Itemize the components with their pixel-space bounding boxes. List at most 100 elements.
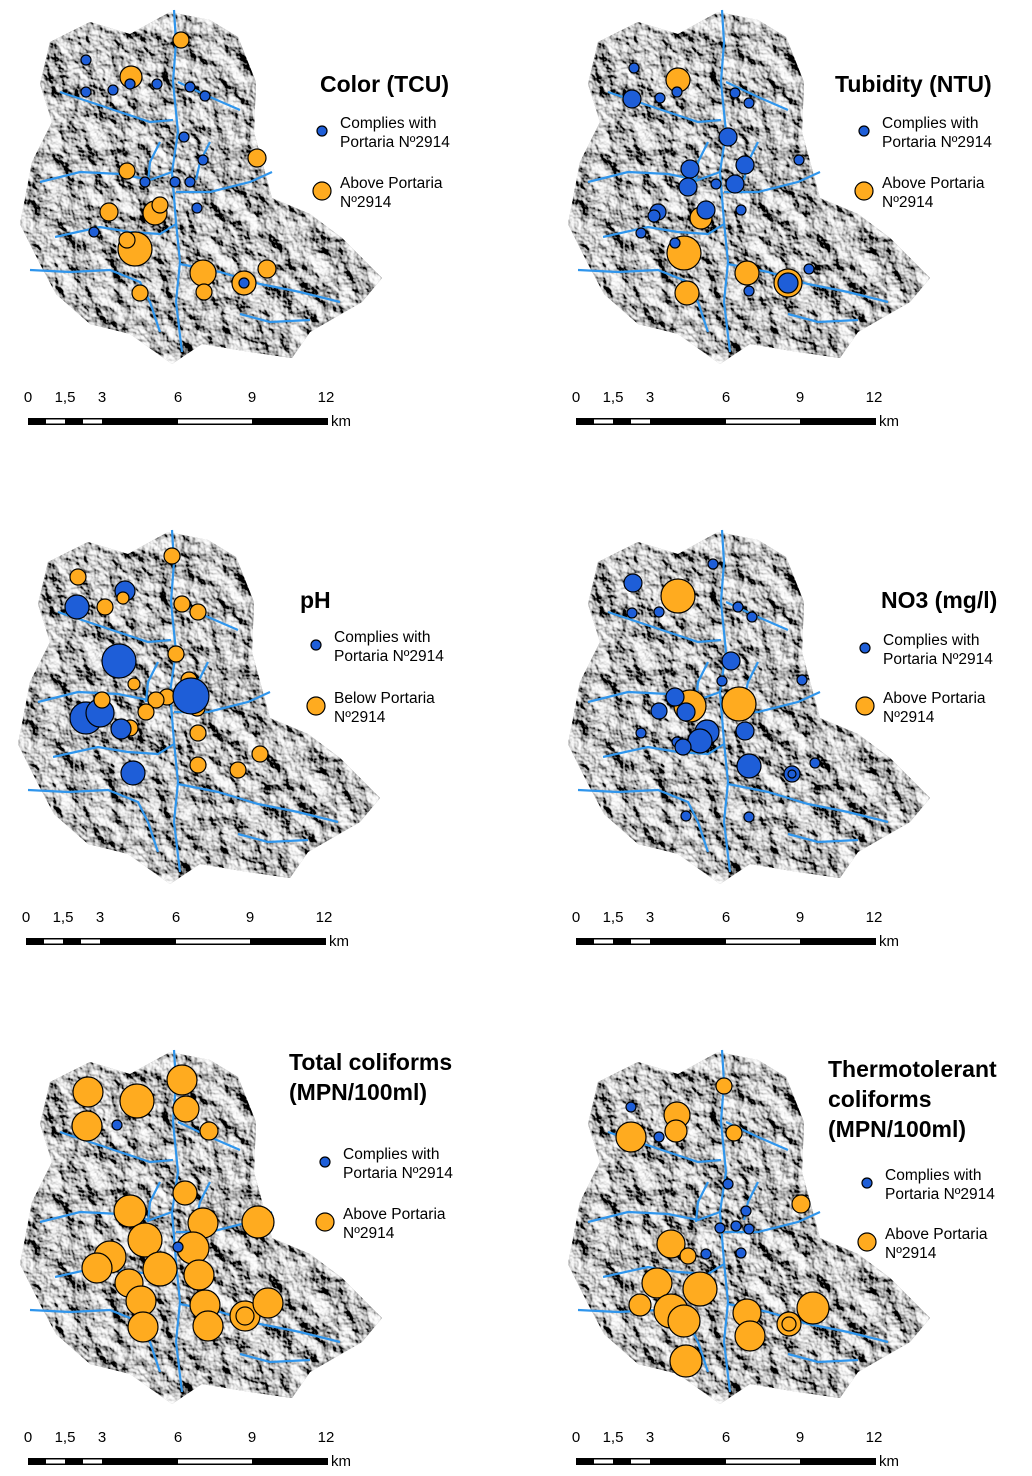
- sample-point: [138, 704, 154, 720]
- sample-point: [248, 149, 266, 167]
- sample-point: [114, 1195, 146, 1227]
- sample-point: [681, 160, 699, 178]
- sample-point: [94, 692, 110, 708]
- scale-segment: [631, 1460, 650, 1464]
- legend-symbol: [320, 1157, 330, 1167]
- sample-point: [782, 1317, 796, 1331]
- legend-symbol: [858, 1233, 876, 1251]
- scale-segment: [44, 940, 63, 944]
- scale-label: 3: [98, 1429, 106, 1446]
- sample-point: [744, 812, 754, 822]
- legend-symbol: [855, 182, 873, 200]
- basin-map: [558, 2, 938, 372]
- scale-label: 9: [248, 1429, 256, 1446]
- scale-segment: [594, 940, 613, 944]
- sample-point: [230, 762, 246, 778]
- sample-point: [196, 284, 212, 300]
- sample-point: [236, 1307, 254, 1325]
- sample-point: [810, 758, 820, 768]
- scale-segment: [726, 420, 800, 424]
- sample-point: [736, 1248, 746, 1258]
- sample-point: [65, 595, 89, 619]
- sample-point: [184, 1260, 214, 1290]
- legend-symbol: [860, 643, 870, 653]
- sample-point: [735, 1321, 765, 1351]
- legend-label: Above Portaria: [343, 1206, 446, 1223]
- scale-unit: km: [329, 933, 349, 950]
- map-title: Total coliforms: [289, 1049, 452, 1075]
- sample-point: [190, 260, 216, 286]
- sample-point: [711, 179, 721, 189]
- legend-symbol: [856, 697, 874, 715]
- scale-segment: [631, 940, 650, 944]
- legend-label: Complies with: [340, 115, 436, 132]
- sample-point: [258, 260, 276, 278]
- scale-segment: [46, 420, 65, 424]
- sample-point: [173, 32, 189, 48]
- sample-point: [117, 592, 129, 604]
- legend-symbol: [317, 126, 327, 136]
- sample-point: [665, 1120, 687, 1142]
- sample-point: [679, 178, 697, 196]
- sample-point: [143, 1252, 177, 1286]
- scale-segment: [631, 420, 650, 424]
- sample-point: [670, 1345, 702, 1377]
- sample-point: [792, 1195, 810, 1213]
- sample-point: [97, 599, 113, 615]
- map-panel: Thermotolerantcoliforms(MPN/100ml)Compli…: [558, 1042, 997, 1470]
- sample-point: [654, 1132, 664, 1142]
- sample-point: [167, 1065, 197, 1095]
- sample-point: [185, 82, 195, 92]
- scale-label: 9: [796, 1429, 804, 1446]
- scale-label: 0: [22, 909, 30, 926]
- sample-point: [121, 761, 145, 785]
- scale-segment: [176, 940, 250, 944]
- scale-label: 12: [316, 909, 333, 926]
- sample-point: [627, 608, 637, 618]
- sample-point: [737, 754, 761, 778]
- scale-label: 9: [246, 909, 254, 926]
- sample-point: [168, 646, 184, 662]
- scale-segment: [83, 1460, 102, 1464]
- sample-point: [173, 1181, 197, 1205]
- sample-point: [723, 1179, 733, 1189]
- map-title: (MPN/100ml): [828, 1116, 966, 1142]
- sample-point: [190, 725, 206, 741]
- sample-point: [119, 232, 135, 248]
- legend-label: Portaria Nº2914: [882, 134, 992, 151]
- sample-point: [629, 1294, 651, 1316]
- scale-label: 12: [866, 909, 883, 926]
- scale-label: 0: [572, 909, 580, 926]
- scale-label: 1,5: [55, 389, 76, 406]
- legend-symbol: [307, 697, 325, 715]
- sample-point: [100, 203, 118, 221]
- scale-label: 6: [722, 1429, 730, 1446]
- scale-unit: km: [879, 1453, 899, 1470]
- scale-label: 6: [174, 389, 182, 406]
- legend-label: Complies with: [334, 629, 430, 646]
- scale-unit: km: [331, 413, 351, 430]
- sample-point: [651, 703, 667, 719]
- sample-point: [623, 90, 641, 108]
- scale-segment: [178, 1460, 252, 1464]
- sample-point: [726, 175, 744, 193]
- sample-point: [654, 607, 664, 617]
- sample-point: [804, 264, 814, 274]
- legend-label: Nº2914: [883, 709, 935, 726]
- sample-point: [733, 602, 743, 612]
- sample-point: [125, 79, 135, 89]
- scale-label: 3: [646, 1429, 654, 1446]
- scale-label: 0: [572, 389, 580, 406]
- sample-point: [128, 1312, 158, 1342]
- sample-point: [112, 1120, 122, 1130]
- legend-label: Complies with: [883, 632, 979, 649]
- sample-point: [715, 1223, 725, 1233]
- sample-point: [152, 79, 162, 89]
- scale-label: 3: [646, 389, 654, 406]
- map-title: (MPN/100ml): [289, 1079, 427, 1105]
- sample-point: [173, 678, 209, 714]
- legend-symbol: [316, 1213, 334, 1231]
- sample-point: [717, 676, 727, 686]
- sample-point: [111, 719, 131, 739]
- sample-point: [629, 63, 639, 73]
